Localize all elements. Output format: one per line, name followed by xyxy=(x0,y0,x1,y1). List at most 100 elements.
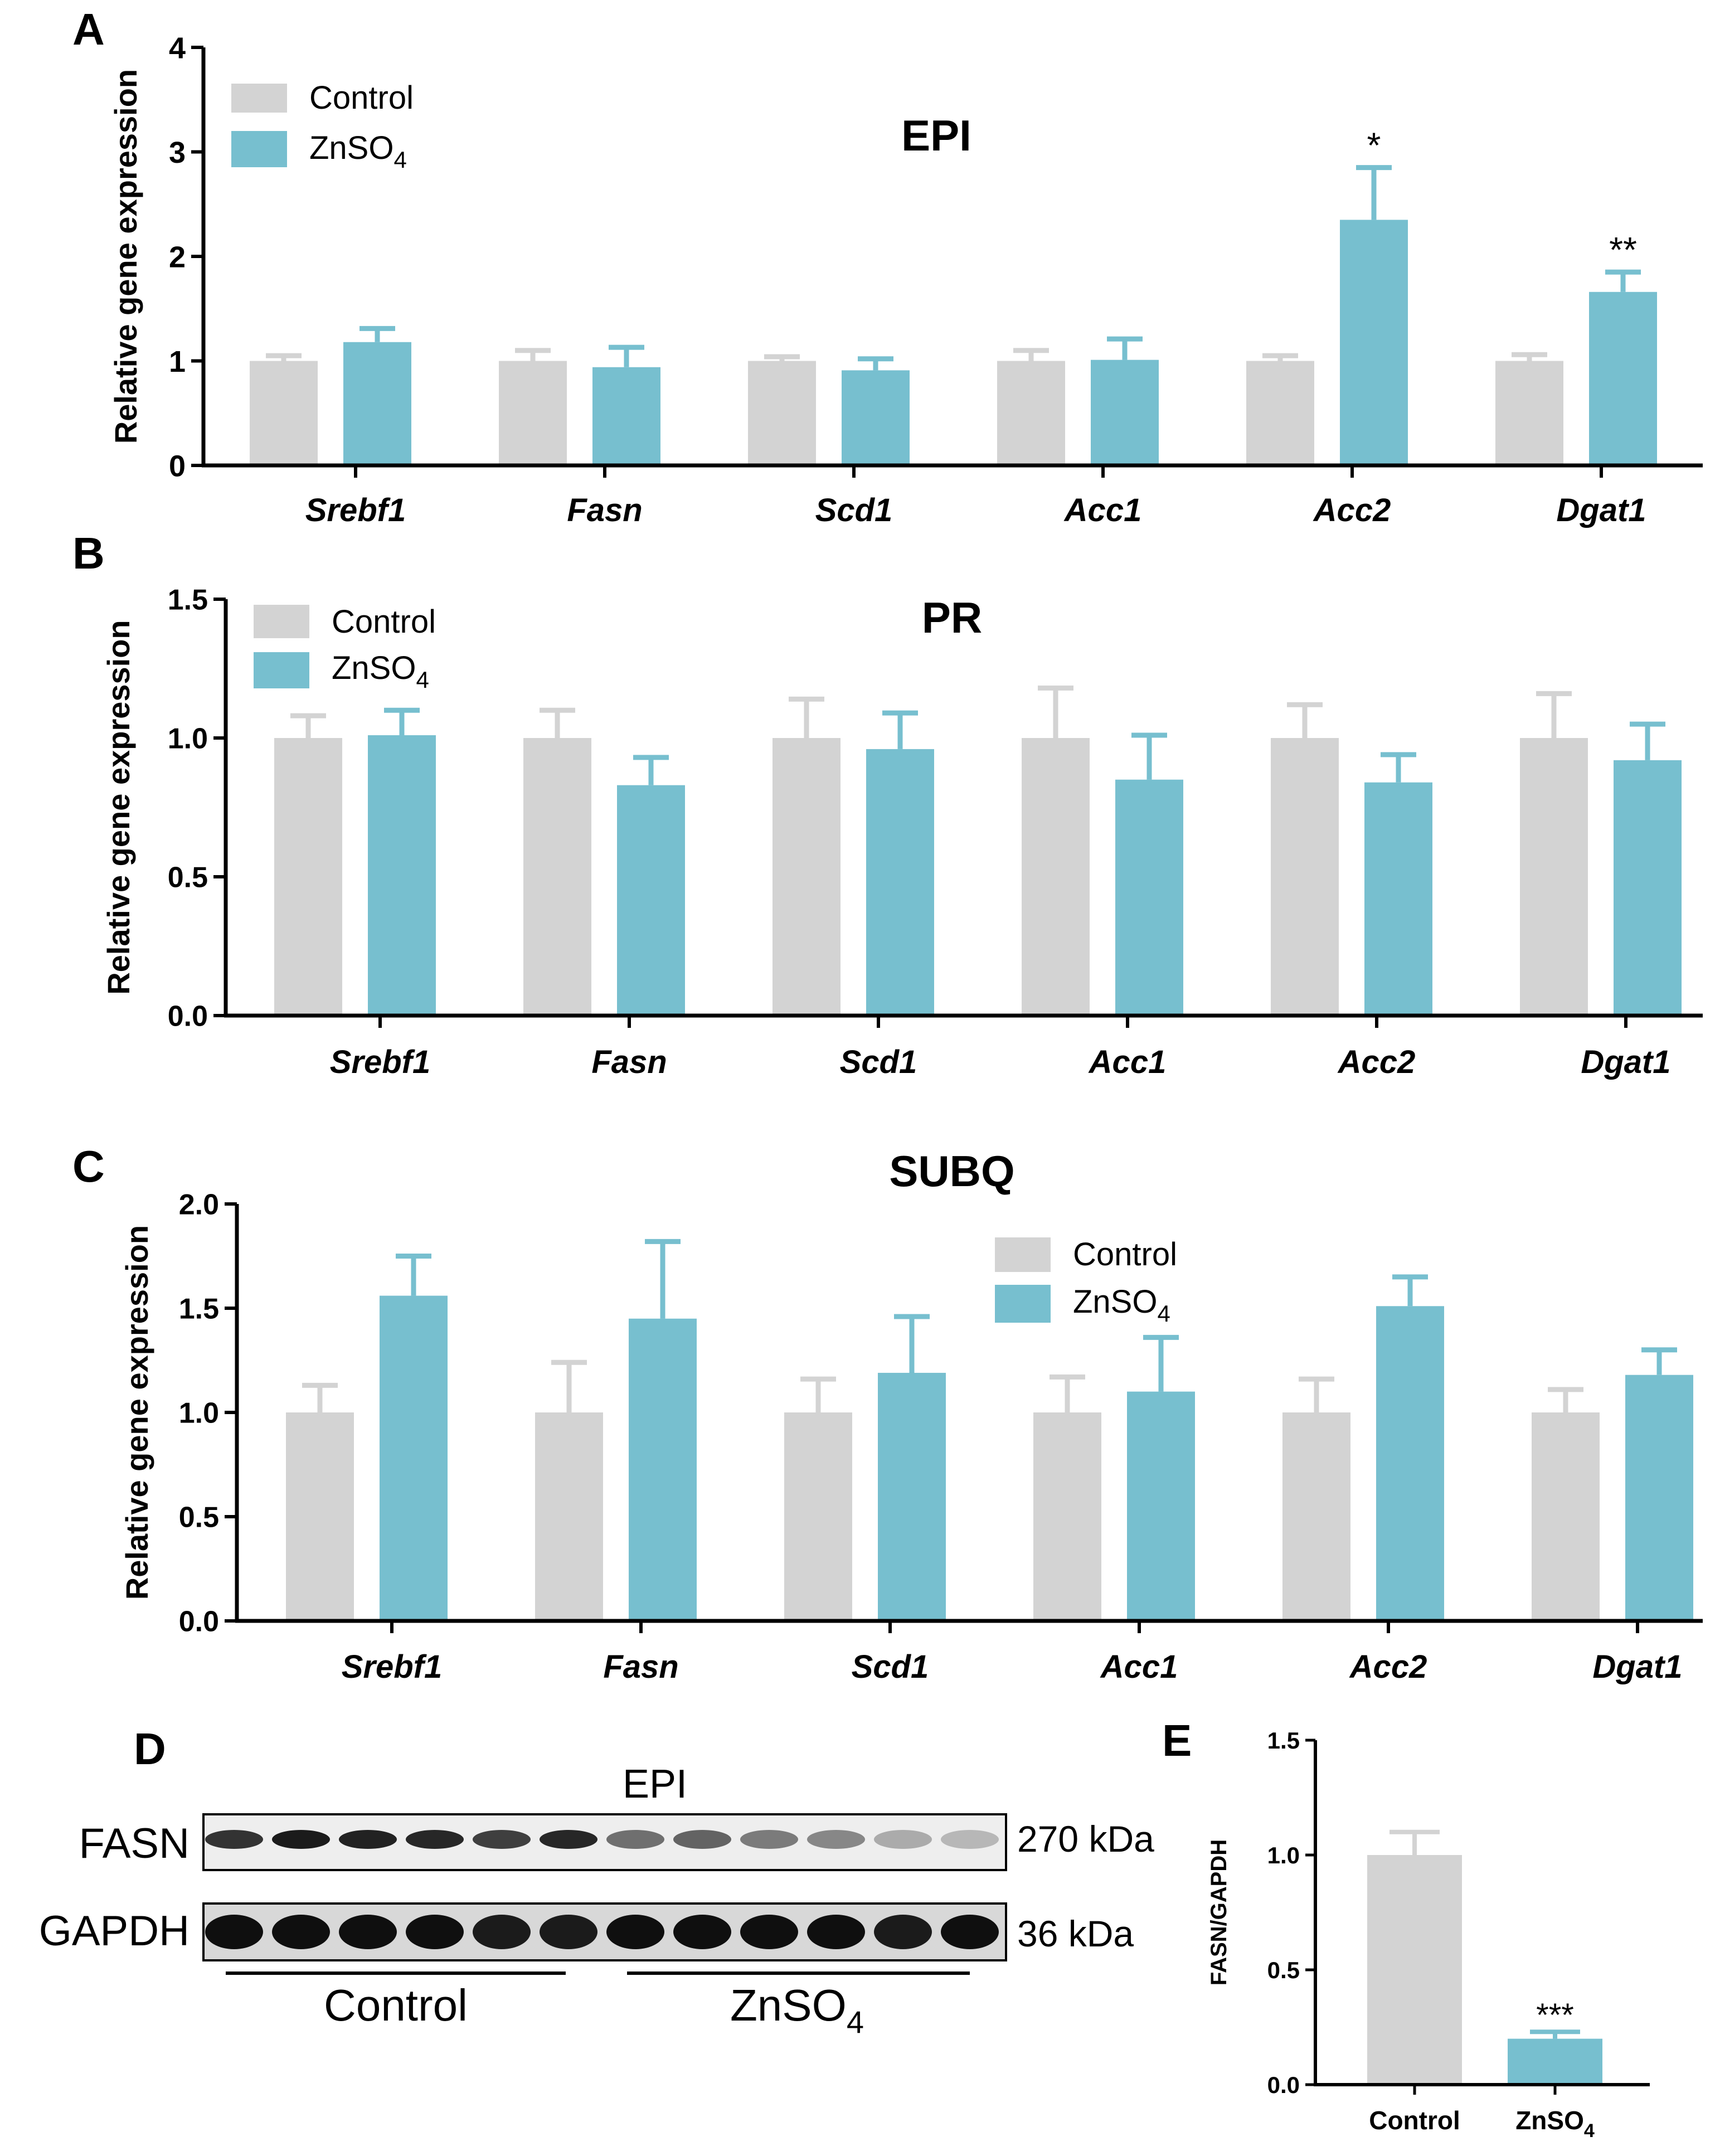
bar-scd1-control xyxy=(748,361,816,465)
legend-swatch-znso4 xyxy=(231,131,287,167)
band-gapdh xyxy=(740,1915,798,1949)
panel-label-a: A xyxy=(72,4,105,54)
bar-acc1-control xyxy=(1033,1412,1101,1621)
band-fasn xyxy=(941,1830,999,1849)
band-fasn xyxy=(606,1830,664,1849)
y-axis-label: Relative gene expression xyxy=(119,1225,154,1600)
y-tick-label: 0.0 xyxy=(179,1606,219,1638)
legend-swatch-znso4 xyxy=(995,1285,1051,1323)
panel-a: A EPI Control ZnSO4 xyxy=(72,4,971,173)
bar-fasn-znso4 xyxy=(592,367,660,465)
legend-label-znso4: ZnSO4 xyxy=(1073,1284,1170,1327)
panel-b: B PR Control ZnSO4 xyxy=(72,528,982,693)
bar-srebf1-znso4 xyxy=(368,735,436,1016)
y-axis-label: Relative gene expression xyxy=(101,620,136,994)
panel-label-e: E xyxy=(1162,1716,1192,1765)
panel-label-c: C xyxy=(72,1142,105,1191)
bar-acc1-znso4 xyxy=(1127,1391,1195,1621)
y-tick-label: 0.5 xyxy=(168,862,208,894)
x-category-label-acc2: Acc2 xyxy=(1337,1044,1416,1080)
blot-size-fasn: 270 kDa xyxy=(1017,1818,1154,1859)
x-category-label-srebf1: Srebf1 xyxy=(342,1649,443,1685)
x-category-label-znso4: ZnSO4 xyxy=(1515,2106,1595,2142)
x-category-label-dgat1: Dgat1 xyxy=(1581,1044,1670,1080)
y-tick-label: 0.0 xyxy=(1267,2072,1300,2098)
blot-group-label-znso4: ZnSO4 xyxy=(730,1980,864,2040)
bar-srebf1-control xyxy=(274,738,342,1016)
y-tick-label: 1.5 xyxy=(1267,1727,1300,1754)
band-fasn xyxy=(339,1830,397,1849)
x-category-label-fasn: Fasn xyxy=(567,492,642,528)
panel-e: E xyxy=(1162,1716,1192,1765)
y-tick-label: 0.5 xyxy=(1267,1957,1300,1983)
band-gapdh xyxy=(874,1915,932,1949)
chart-title-subq: SUBQ xyxy=(889,1147,1014,1196)
y-tick-label: 1.0 xyxy=(168,723,208,755)
legend-b: Control ZnSO4 xyxy=(254,604,436,693)
fasn-bands xyxy=(205,1830,999,1849)
legend-label-control: Control xyxy=(309,80,414,116)
bar-znso4 xyxy=(1508,2038,1602,2085)
bar-acc1-control xyxy=(1022,738,1090,1016)
band-fasn xyxy=(406,1830,464,1849)
x-category-label-fasn: Fasn xyxy=(603,1649,678,1685)
legend-swatch-control xyxy=(995,1237,1051,1272)
legend-label-control: Control xyxy=(332,604,436,640)
chart-title-epi: EPI xyxy=(901,111,971,160)
bar-dgat1-znso4 xyxy=(1614,760,1682,1016)
legend-a: Control ZnSO4 xyxy=(231,80,414,173)
y-tick-label: 1.5 xyxy=(179,1293,219,1325)
x-category-label-acc1: Acc1 xyxy=(1088,1044,1167,1080)
bar-acc1-control xyxy=(997,361,1065,465)
bar-srebf1-znso4 xyxy=(380,1295,448,1621)
band-gapdh xyxy=(205,1915,263,1949)
legend-label-znso4: ZnSO4 xyxy=(332,650,429,693)
panel-label-b: B xyxy=(72,528,105,578)
bar-acc2-control xyxy=(1282,1412,1350,1621)
y-tick-label: 2.0 xyxy=(179,1189,219,1221)
y-tick-label: 0 xyxy=(169,449,186,483)
bar-srebf1-control xyxy=(286,1412,354,1621)
y-tick-label: 1.5 xyxy=(168,584,208,616)
blot-size-gapdh: 36 kDa xyxy=(1017,1913,1134,1954)
y-tick-label: 0.0 xyxy=(168,1001,208,1033)
x-category-label-acc1: Acc1 xyxy=(1100,1649,1178,1685)
bar-acc2-control xyxy=(1271,738,1339,1016)
y-tick-label: 1.0 xyxy=(179,1397,219,1430)
bar-acc2-znso4 xyxy=(1340,220,1408,465)
chart-title-pr: PR xyxy=(922,593,982,642)
band-fasn xyxy=(807,1830,865,1849)
significance-marker: ** xyxy=(1609,230,1637,270)
y-tick-label: 1.0 xyxy=(1267,1842,1300,1868)
gapdh-bands xyxy=(205,1915,999,1949)
bar-chart-pr: 0.0 0.5 1.0 1.5 Relative gene expression Sreb… xyxy=(101,584,1703,1080)
legend-label-znso4: ZnSO4 xyxy=(309,130,407,173)
y-tick-label: 4 xyxy=(169,31,186,65)
x-category-label-srebf1: Srebf1 xyxy=(305,492,406,528)
bar-control xyxy=(1367,1855,1462,2085)
bar-dgat1-znso4 xyxy=(1589,292,1657,465)
band-fasn xyxy=(205,1830,263,1849)
band-fasn xyxy=(473,1830,531,1849)
bar-acc2-control xyxy=(1246,361,1314,465)
bar-acc2-znso4 xyxy=(1376,1306,1444,1621)
y-axis-label: FASN/GAPDH xyxy=(1207,1839,1231,1985)
bar-scd1-control xyxy=(773,738,841,1016)
charts-layer: 0 1 2 3 4 Relative gene expression Srebf1 Fasn S… xyxy=(101,31,1703,2142)
legend-swatch-znso4 xyxy=(254,652,309,688)
bar-acc1-znso4 xyxy=(1115,779,1183,1016)
bar-acc2-znso4 xyxy=(1364,782,1432,1016)
x-category-label-srebf1: Srebf1 xyxy=(330,1044,431,1080)
znso4-label-base: ZnSO xyxy=(1515,2106,1584,2135)
bar-fasn-control xyxy=(523,738,591,1016)
legend-swatch-control xyxy=(231,84,287,113)
x-category-label-acc2: Acc2 xyxy=(1349,1649,1427,1685)
y-tick-label: 3 xyxy=(169,136,186,169)
panel-d-western-blot: D EPI FASN GAPDH 270 kDa 36 kDa Control … xyxy=(39,1724,1154,2040)
x-category-label-scd1: Scd1 xyxy=(840,1044,917,1080)
bar-scd1-znso4 xyxy=(866,749,934,1016)
significance-marker: * xyxy=(1367,125,1381,166)
blot-band-label-gapdh: GAPDH xyxy=(39,1907,190,1955)
blot-band-label-fasn: FASN xyxy=(79,1820,190,1867)
